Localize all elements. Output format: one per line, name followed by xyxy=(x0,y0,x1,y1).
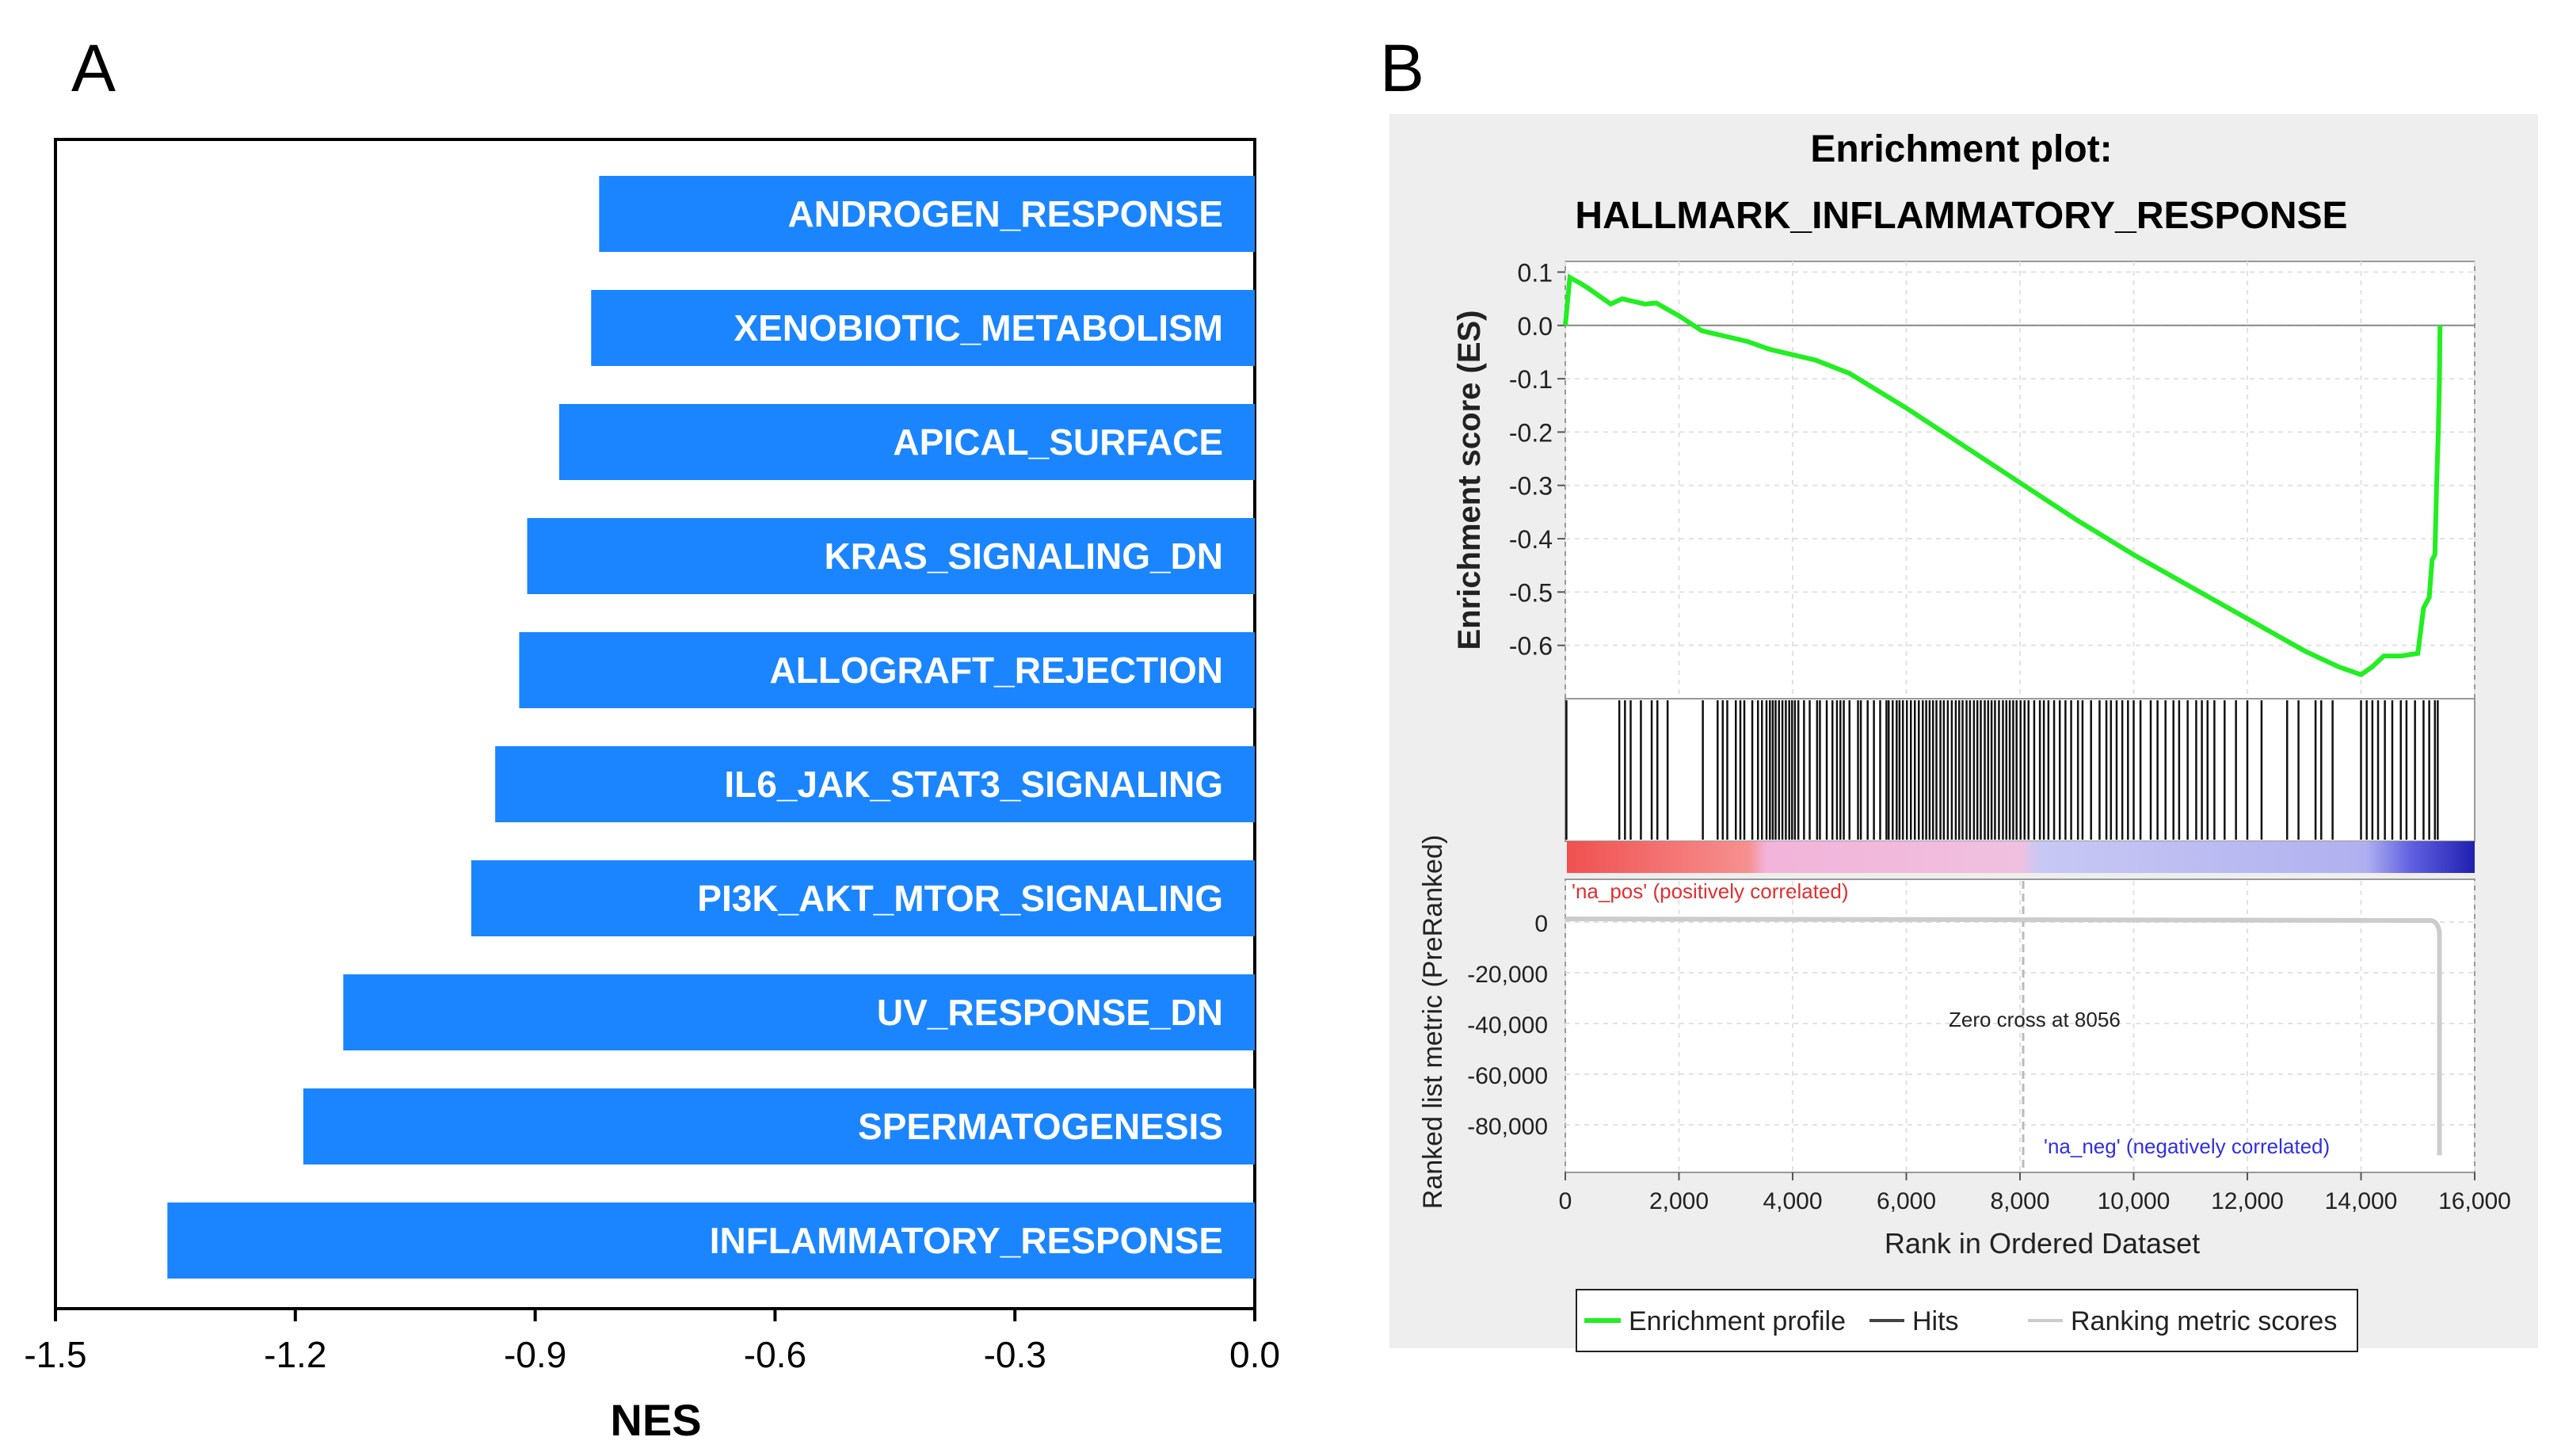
metric-y-tick-label: -20,000 xyxy=(1467,962,1548,988)
metric-y-tick-label: -60,000 xyxy=(1467,1063,1548,1089)
bar-label: IL6_JAK_STAT3_SIGNALING xyxy=(724,764,1223,805)
enrichment-plot: Enrichment plot: HALLMARK_INFLAMMATORY_R… xyxy=(1389,114,2538,1352)
rank-x-tick-label: 8,000 xyxy=(1990,1188,2049,1214)
bar xyxy=(495,746,1255,822)
bar xyxy=(471,860,1255,936)
metric-y-tick-label: -80,000 xyxy=(1467,1114,1548,1140)
bar-label: SPERMATOGENESIS xyxy=(858,1106,1223,1147)
rank-x-tick-label: 4,000 xyxy=(1763,1188,1822,1214)
legend-ranking-label: Ranking metric scores xyxy=(2071,1306,2337,1336)
rank-x-tick-label: 10,000 xyxy=(2098,1188,2171,1214)
es-y-tick-label: -0.3 xyxy=(1509,472,1553,501)
rank-x-tick-label: 2,000 xyxy=(1649,1188,1709,1214)
es-y-tick-label: -0.5 xyxy=(1509,578,1553,607)
plot-frame-a xyxy=(54,138,1256,1310)
x-tick-label: -1.2 xyxy=(264,1334,326,1375)
bar-label: APICAL_SURFACE xyxy=(893,421,1223,463)
metric-y-tick-label: -40,000 xyxy=(1467,1012,1548,1039)
bar-label: PI3K_AKT_MTOR_SIGNALING xyxy=(697,878,1223,919)
bar xyxy=(167,1203,1256,1279)
bar-label: ANDROGEN_RESPONSE xyxy=(787,193,1223,234)
bar xyxy=(303,1088,1256,1164)
ranking-color-bar xyxy=(1567,841,2475,873)
rank-x-tick-label: 6,000 xyxy=(1877,1188,1936,1214)
pos-correlated-label: 'na_pos' (positively correlated) xyxy=(1572,879,1849,903)
es-y-tick-label: -0.6 xyxy=(1509,632,1553,661)
nes-bar-chart: ANDROGEN_RESPONSE XENOBIOTIC_METABOLISM AP… xyxy=(24,138,1280,1445)
es-y-axis-label: Enrichment score (ES) xyxy=(1452,310,1487,650)
panel-b-label: B xyxy=(1380,31,1425,105)
rank-x-axis-label: Rank in Ordered Dataset xyxy=(1885,1227,2200,1260)
legend-profile-label: Enrichment profile xyxy=(1629,1306,1846,1336)
bar xyxy=(343,974,1255,1050)
bar-label: XENOBIOTIC_METABOLISM xyxy=(734,307,1223,349)
x-tick-label: 0.0 xyxy=(1229,1334,1280,1375)
es-y-tick-label: 0.0 xyxy=(1518,312,1553,341)
es-y-tick-label: -0.2 xyxy=(1509,418,1553,447)
bar xyxy=(599,176,1255,252)
bar xyxy=(558,404,1255,480)
es-y-tick-label: -0.4 xyxy=(1509,525,1553,554)
bar-label: UV_RESPONSE_DN xyxy=(877,992,1223,1033)
x-axis-label-a: NES xyxy=(610,1395,701,1445)
es-y-tick-label: -0.1 xyxy=(1509,365,1553,394)
bar xyxy=(519,632,1255,708)
ranking-metric-curve xyxy=(1565,917,2442,1156)
zero-cross-label: Zero cross at 8056 xyxy=(1949,1008,2121,1031)
enrichment-profile-line xyxy=(1563,273,2443,678)
x-tick-label: -1.5 xyxy=(24,1334,86,1375)
rank-x-tick-label: 0 xyxy=(1559,1188,1572,1214)
metric-y-axis-label: Ranked list metric (PreRanked) xyxy=(1418,835,1448,1209)
plot-title-line1: Enrichment plot: xyxy=(1810,128,2112,170)
legend-box xyxy=(1576,1289,2358,1352)
legend-hits-label: Hits xyxy=(1912,1306,1959,1336)
bar-label: KRAS_SIGNALING_DN xyxy=(824,536,1223,577)
panel-a-label: A xyxy=(71,31,116,105)
rank-x-tick-label: 12,000 xyxy=(2211,1188,2284,1214)
metric-y-tick-label: 0 xyxy=(1534,911,1548,937)
bar-label: ALLOGRAFT_REJECTION xyxy=(770,650,1223,691)
bar xyxy=(527,518,1255,594)
es-y-tick-label: 0.1 xyxy=(1518,258,1553,287)
rank-x-tick-label: 14,000 xyxy=(2325,1188,2398,1214)
plot-title-line2: HALLMARK_INFLAMMATORY_RESPONSE xyxy=(1575,195,2347,237)
x-tick-label: -0.6 xyxy=(744,1334,806,1375)
bar-label: INFLAMMATORY_RESPONSE xyxy=(710,1220,1223,1261)
x-tick-label: -0.3 xyxy=(984,1334,1046,1375)
bar xyxy=(591,290,1255,366)
x-tick-label: -0.9 xyxy=(504,1334,566,1375)
rank-x-tick-label: 16,000 xyxy=(2438,1188,2511,1214)
neg-correlated-label: 'na_neg' (negatively correlated) xyxy=(2044,1134,2330,1158)
